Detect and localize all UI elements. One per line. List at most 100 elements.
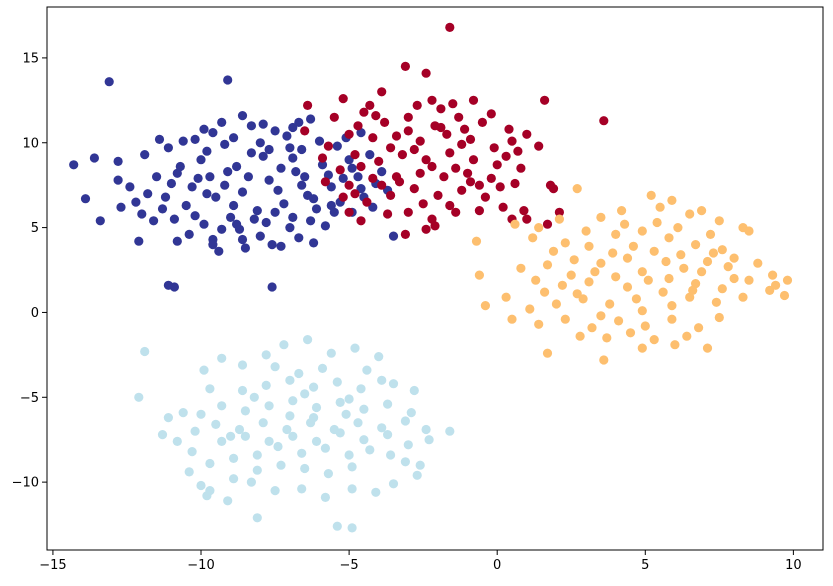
scatter-point [279, 340, 289, 350]
scatter-point [649, 335, 659, 345]
scatter-point [237, 360, 248, 370]
scatter-point [353, 121, 363, 131]
scatter-point [300, 389, 310, 399]
scatter-point [140, 150, 150, 160]
scatter-point [403, 126, 413, 136]
scatter-point [637, 343, 647, 353]
scatter-point [344, 129, 354, 139]
scatter-point [744, 275, 754, 285]
scatter-point [264, 436, 274, 446]
scatter-point [350, 189, 360, 199]
scatter-point [688, 285, 698, 295]
scatter-point [542, 348, 553, 358]
scatter-point [356, 161, 366, 172]
scatter-point [347, 523, 357, 533]
scatter-point [288, 212, 298, 222]
scatter-point [542, 219, 553, 229]
scatter-point [237, 234, 248, 245]
scatter-point [723, 262, 733, 272]
scatter-point [149, 216, 159, 226]
scatter-point [350, 150, 360, 160]
scatter-point [273, 441, 283, 452]
scatter-point [394, 177, 405, 187]
scatter-point [409, 184, 419, 194]
scatter-point [199, 124, 209, 134]
scatter-point [226, 431, 236, 441]
scatter-point [439, 172, 449, 182]
scatter-point [214, 246, 224, 256]
scatter-point [605, 299, 615, 309]
scatter-point [255, 138, 265, 148]
scatter-point [430, 221, 440, 231]
x-tick-label: −10 [187, 558, 214, 573]
scatter-point [708, 248, 719, 258]
scatter-point [460, 124, 470, 134]
plot-frame [46, 6, 824, 551]
scatter-point [196, 409, 206, 419]
x-tick-label: −5 [340, 558, 359, 573]
scatter-point [637, 226, 647, 236]
scatter-point [160, 192, 171, 202]
scatter-point [335, 397, 345, 407]
scatter-point [522, 214, 532, 224]
scatter-point [311, 402, 322, 413]
scatter-point [468, 95, 479, 105]
scatter-point [554, 214, 565, 224]
scatter-point [575, 331, 585, 341]
scatter-point [264, 175, 274, 185]
scatter-point [383, 209, 393, 219]
scatter-point [332, 521, 342, 531]
scatter-point [172, 436, 182, 446]
scatter-point [400, 229, 410, 239]
scatter-point [380, 117, 390, 127]
x-tick-label: 5 [641, 558, 649, 573]
scatter-point [365, 100, 375, 110]
scatter-point [359, 435, 369, 445]
scatter-point [190, 426, 200, 436]
scatter-point [69, 160, 79, 170]
scatter-point [415, 460, 425, 470]
scatter-point [113, 175, 123, 185]
scatter-point [220, 139, 230, 149]
scatter-point [184, 229, 194, 239]
scatter-point [640, 321, 650, 331]
scatter-point [501, 151, 511, 161]
scatter-point [356, 184, 366, 194]
scatter-point [581, 226, 591, 236]
scatter-point [596, 212, 606, 222]
scatter-point [282, 424, 292, 435]
scatter-point [80, 194, 91, 204]
scatter-point [223, 496, 233, 506]
scatter-point [187, 182, 197, 192]
scatter-point [477, 117, 487, 127]
scatter-point [288, 122, 298, 133]
y-tick-label: 15 [22, 51, 39, 66]
y-tick-label: 5 [31, 221, 39, 236]
scatter-point [137, 209, 147, 219]
scatter-point [551, 299, 562, 309]
scatter-point [714, 312, 724, 323]
scatter-point [309, 382, 319, 392]
scatter-point [332, 377, 342, 387]
scatter-point [205, 458, 215, 469]
scatter-point [344, 394, 354, 404]
scatter-point [386, 143, 396, 153]
scatter-point [255, 231, 265, 241]
scatter-point [258, 151, 268, 161]
scatter-point [317, 363, 328, 373]
scatter-point [729, 253, 739, 263]
scatter-point [249, 214, 259, 224]
scatter-point [457, 185, 467, 195]
scatter-point [711, 297, 722, 307]
scatter-point [386, 450, 396, 460]
scatter-point [163, 143, 173, 153]
scatter-point [768, 270, 778, 280]
scatter-point [300, 463, 310, 474]
scatter-point [258, 418, 268, 428]
scatter-point [560, 314, 570, 324]
scatter-point [258, 119, 268, 129]
scatter-point [427, 161, 437, 172]
scatter-point [356, 384, 366, 394]
scatter-point [285, 223, 295, 233]
